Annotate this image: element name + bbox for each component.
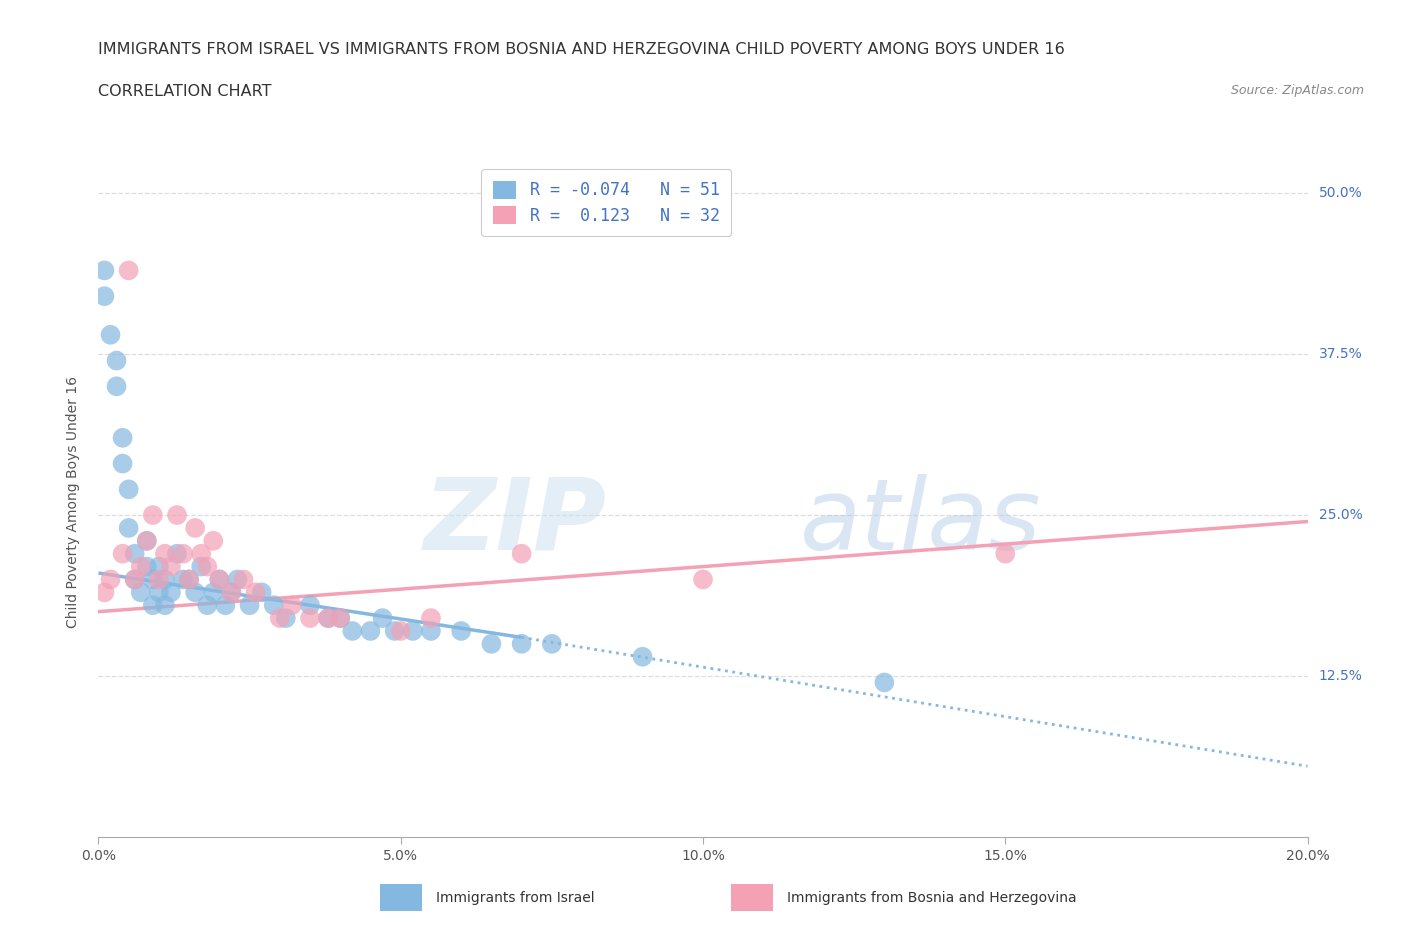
Point <box>190 559 212 574</box>
Point <box>250 585 273 600</box>
Point <box>299 598 322 613</box>
Point <box>160 559 183 574</box>
Point <box>371 611 394 626</box>
Point <box>190 546 212 561</box>
Point <box>232 572 254 587</box>
Point <box>263 598 285 613</box>
Text: Source: ZipAtlas.com: Source: ZipAtlas.com <box>1230 84 1364 97</box>
Text: Immigrants from Bosnia and Herzegovina: Immigrants from Bosnia and Herzegovina <box>787 891 1077 906</box>
Point <box>153 598 176 613</box>
Text: 25.0%: 25.0% <box>1319 508 1362 522</box>
Point <box>450 623 472 638</box>
Point <box>142 598 165 613</box>
Point <box>419 623 441 638</box>
Text: Immigrants from Israel: Immigrants from Israel <box>436 891 595 906</box>
Point <box>148 559 170 574</box>
Point <box>239 598 262 613</box>
Point <box>402 623 425 638</box>
Point <box>195 598 218 613</box>
Point <box>172 546 194 561</box>
Point <box>389 623 412 638</box>
Point <box>202 585 225 600</box>
Text: 12.5%: 12.5% <box>1319 669 1362 683</box>
Point <box>124 572 146 587</box>
Point <box>177 572 201 587</box>
Point <box>195 559 218 574</box>
Point <box>105 353 128 368</box>
Point <box>873 675 896 690</box>
Point <box>111 456 134 471</box>
Point <box>93 288 115 303</box>
Text: 37.5%: 37.5% <box>1319 347 1362 361</box>
Point <box>111 546 134 561</box>
Point <box>118 263 141 278</box>
Point <box>384 623 406 638</box>
Text: atlas: atlas <box>800 473 1042 571</box>
Point <box>202 534 225 549</box>
Point <box>329 611 352 626</box>
Text: IMMIGRANTS FROM ISRAEL VS IMMIGRANTS FROM BOSNIA AND HERZEGOVINA CHILD POVERTY A: IMMIGRANTS FROM ISRAEL VS IMMIGRANTS FRO… <box>98 42 1066 57</box>
Point <box>481 636 503 651</box>
Point <box>111 431 134 445</box>
Point <box>281 598 304 613</box>
Point <box>419 611 441 626</box>
Point <box>135 534 157 549</box>
Point <box>135 534 157 549</box>
Point <box>540 636 562 651</box>
Point <box>329 611 352 626</box>
Point <box>208 572 231 587</box>
Point <box>510 636 533 651</box>
Point <box>166 508 188 523</box>
Text: CORRELATION CHART: CORRELATION CHART <box>98 84 271 99</box>
Point <box>184 521 207 536</box>
Point <box>316 611 339 626</box>
Point <box>184 585 207 600</box>
Point <box>124 546 146 561</box>
Point <box>299 611 322 626</box>
Point <box>160 585 183 600</box>
Point <box>135 559 157 574</box>
Point <box>631 649 654 664</box>
Y-axis label: Child Poverty Among Boys Under 16: Child Poverty Among Boys Under 16 <box>66 377 80 628</box>
Point <box>93 585 115 600</box>
Point <box>245 585 267 600</box>
Point <box>118 482 141 497</box>
Point <box>221 585 243 600</box>
Point <box>118 521 141 536</box>
Point <box>208 572 231 587</box>
Point <box>153 572 176 587</box>
Point <box>214 598 236 613</box>
Point <box>124 572 146 587</box>
Point <box>129 559 152 574</box>
Text: 50.0%: 50.0% <box>1319 186 1362 200</box>
Point <box>166 546 188 561</box>
Point <box>148 572 170 587</box>
Point <box>129 585 152 600</box>
Point <box>994 546 1017 561</box>
Point <box>148 585 170 600</box>
Legend: R = -0.074   N = 51, R =  0.123   N = 32: R = -0.074 N = 51, R = 0.123 N = 32 <box>481 169 731 236</box>
Point <box>177 572 201 587</box>
Point <box>342 623 364 638</box>
Point <box>172 572 194 587</box>
Point <box>105 379 128 393</box>
Point <box>221 585 243 600</box>
Point <box>274 611 297 626</box>
Text: ZIP: ZIP <box>423 473 606 571</box>
Point <box>316 611 339 626</box>
Point <box>142 508 165 523</box>
Point <box>226 572 249 587</box>
Point <box>269 611 291 626</box>
Point <box>510 546 533 561</box>
Point <box>360 623 382 638</box>
Point <box>142 572 165 587</box>
Point <box>153 546 176 561</box>
Point <box>692 572 714 587</box>
Point <box>93 263 115 278</box>
Point <box>100 327 122 342</box>
Point <box>100 572 122 587</box>
